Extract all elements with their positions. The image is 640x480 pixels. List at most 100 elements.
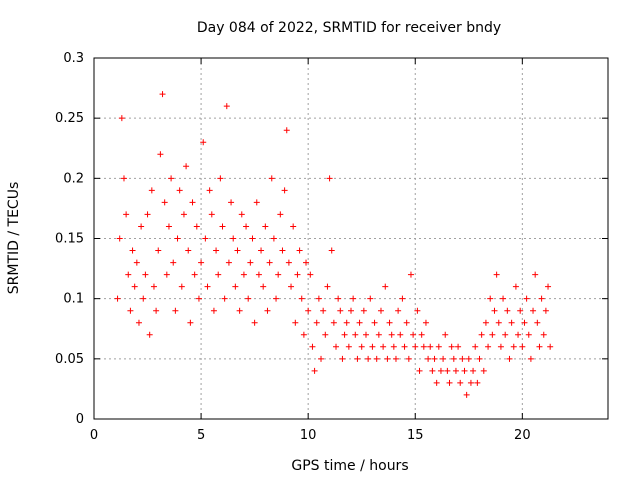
data-point xyxy=(174,235,181,242)
data-point xyxy=(377,307,384,314)
data-point xyxy=(288,283,295,290)
data-point xyxy=(279,247,286,254)
data-point xyxy=(527,355,534,362)
data-point xyxy=(232,283,239,290)
y-tick-label: 0.2 xyxy=(63,171,84,186)
data-point xyxy=(142,271,149,278)
data-point xyxy=(395,307,402,314)
chart-title: Day 084 of 2022, SRMTID for receiver bnd… xyxy=(197,20,501,36)
data-point xyxy=(489,331,496,338)
data-point xyxy=(470,367,477,374)
data-point xyxy=(146,331,153,338)
data-point xyxy=(405,355,412,362)
data-point xyxy=(335,295,342,302)
data-point xyxy=(386,319,393,326)
data-point xyxy=(412,343,419,350)
data-point xyxy=(519,343,526,350)
data-point xyxy=(198,259,205,266)
data-point xyxy=(270,235,277,242)
data-point xyxy=(268,175,275,182)
data-point xyxy=(485,343,492,350)
data-point xyxy=(497,343,504,350)
data-point xyxy=(221,295,228,302)
data-point xyxy=(472,343,479,350)
data-point xyxy=(388,331,395,338)
data-point xyxy=(542,307,549,314)
data-point xyxy=(202,235,209,242)
data-point xyxy=(140,295,147,302)
data-point xyxy=(219,223,226,230)
data-point xyxy=(502,331,509,338)
data-point xyxy=(467,379,474,386)
data-point xyxy=(448,343,455,350)
data-point xyxy=(333,343,340,350)
data-point xyxy=(249,235,256,242)
data-point xyxy=(303,259,310,266)
data-point xyxy=(369,343,376,350)
x-tick-label: 5 xyxy=(197,428,205,443)
data-point xyxy=(390,343,397,350)
data-point xyxy=(521,319,528,326)
data-point xyxy=(275,271,282,278)
data-point xyxy=(148,187,155,194)
x-tick-label: 0 xyxy=(90,428,98,443)
data-point xyxy=(358,343,365,350)
data-point xyxy=(125,271,132,278)
data-point xyxy=(444,367,451,374)
data-point xyxy=(371,319,378,326)
data-point xyxy=(510,343,517,350)
data-point xyxy=(536,343,543,350)
data-point xyxy=(450,355,457,362)
data-point xyxy=(506,355,513,362)
data-point xyxy=(545,283,552,290)
data-point xyxy=(313,319,320,326)
data-point xyxy=(281,187,288,194)
data-point xyxy=(360,307,367,314)
data-point xyxy=(290,223,297,230)
data-point xyxy=(418,331,425,338)
data-point xyxy=(474,379,481,386)
data-point xyxy=(440,355,447,362)
data-point xyxy=(491,307,498,314)
data-point xyxy=(300,331,307,338)
data-point xyxy=(294,271,301,278)
data-point xyxy=(165,223,172,230)
data-point xyxy=(262,223,269,230)
data-point xyxy=(487,295,494,302)
plot-frame xyxy=(93,57,609,420)
y-tick-label: 0.15 xyxy=(55,232,84,247)
x-tick-label: 15 xyxy=(407,428,424,443)
data-point xyxy=(163,271,170,278)
x-tick-label: 10 xyxy=(300,428,317,443)
data-point xyxy=(392,355,399,362)
data-point xyxy=(375,331,382,338)
data-point xyxy=(452,367,459,374)
data-point xyxy=(296,247,303,254)
data-point xyxy=(129,247,136,254)
data-points xyxy=(114,91,554,398)
data-point xyxy=(228,199,235,206)
data-point xyxy=(547,343,554,350)
data-point xyxy=(427,343,434,350)
data-point xyxy=(155,247,162,254)
data-point xyxy=(495,319,502,326)
data-point xyxy=(504,307,511,314)
data-point xyxy=(326,175,333,182)
data-point xyxy=(114,295,121,302)
data-point xyxy=(373,355,380,362)
data-point xyxy=(437,367,444,374)
data-point xyxy=(133,259,140,266)
data-point xyxy=(431,355,438,362)
data-point xyxy=(530,307,537,314)
data-point xyxy=(382,283,389,290)
data-point xyxy=(243,223,250,230)
data-point xyxy=(185,247,192,254)
data-point xyxy=(234,247,241,254)
data-point xyxy=(538,295,545,302)
data-point xyxy=(534,319,541,326)
data-point xyxy=(433,379,440,386)
data-point xyxy=(264,307,271,314)
y-tick-label: 0.1 xyxy=(63,292,84,307)
data-point xyxy=(225,259,232,266)
data-point xyxy=(420,343,427,350)
